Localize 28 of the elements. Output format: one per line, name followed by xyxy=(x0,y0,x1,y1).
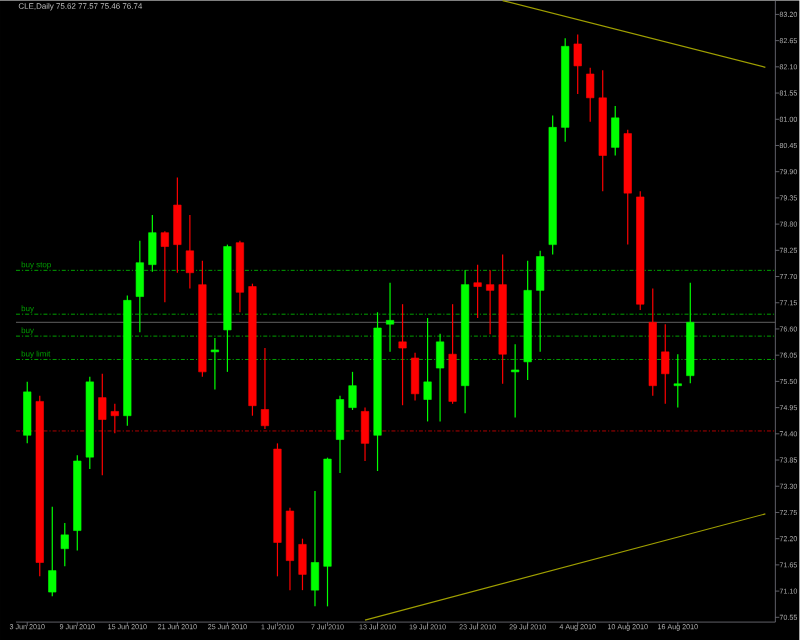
candlestick xyxy=(448,303,457,405)
candlestick xyxy=(210,337,219,391)
candlestick xyxy=(160,230,169,303)
candlestick xyxy=(511,343,520,419)
candlestick xyxy=(385,282,395,353)
candlestick xyxy=(473,264,482,319)
candlestick xyxy=(360,406,370,462)
candlestick xyxy=(173,176,182,274)
candlestick xyxy=(423,317,432,422)
candlestick xyxy=(335,395,345,474)
candlestick xyxy=(573,33,582,95)
candlestick xyxy=(298,538,307,591)
candlestick xyxy=(611,105,620,157)
candlestick xyxy=(260,347,269,430)
candlestick xyxy=(411,352,420,402)
candlestick xyxy=(348,371,357,411)
candlestick xyxy=(310,490,320,607)
candlestick xyxy=(673,353,682,409)
candlestick xyxy=(398,303,407,406)
candlestick xyxy=(436,333,445,422)
candlestick xyxy=(60,522,69,567)
candlestick xyxy=(48,506,57,597)
candlestick xyxy=(536,250,545,353)
candlestick xyxy=(135,240,144,333)
candlestick xyxy=(185,214,194,290)
candlestick xyxy=(23,381,32,444)
candlestick xyxy=(661,323,670,405)
candlestick xyxy=(148,214,157,273)
